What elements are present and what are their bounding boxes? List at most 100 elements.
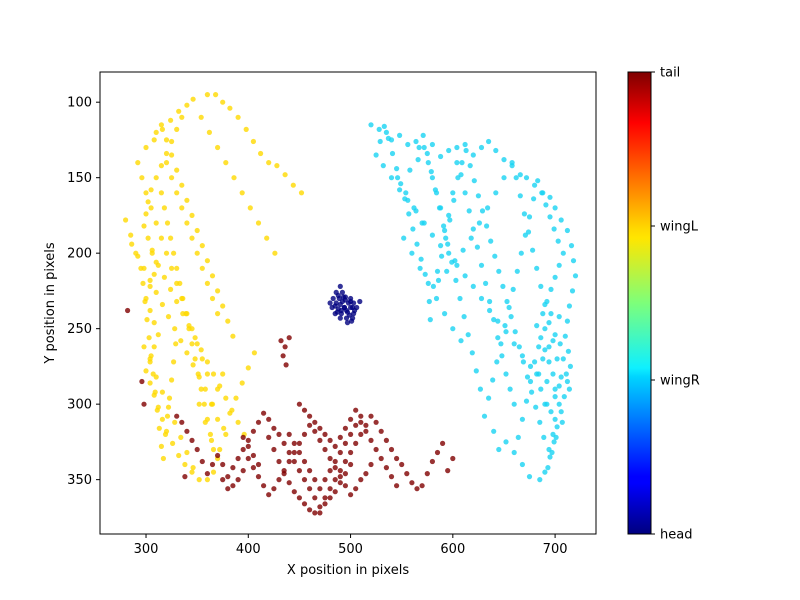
point-wingR-227 xyxy=(467,163,473,169)
point-tail-137 xyxy=(281,468,287,474)
point-wingL-85 xyxy=(144,317,150,323)
point-wingL-78 xyxy=(210,446,217,453)
point-tail-130 xyxy=(317,437,323,443)
point-wingL-194 xyxy=(221,425,227,431)
point-wingR-147 xyxy=(442,311,448,317)
point-wingL-102 xyxy=(163,137,170,143)
point-tail-86 xyxy=(240,446,246,453)
point-wingR-134 xyxy=(446,212,452,218)
point-wingL-12 xyxy=(298,190,305,196)
x-axis: 300 400 500 600 700 xyxy=(134,534,568,557)
point-wingR-215 xyxy=(516,344,522,350)
point-wingR-138 xyxy=(429,175,435,181)
point-tail-81 xyxy=(266,416,272,422)
point-wingR-224 xyxy=(479,208,486,214)
point-tail-102 xyxy=(307,413,313,419)
point-wingR-248 xyxy=(381,123,387,129)
point-wingR-39 xyxy=(554,424,560,430)
point-wingL-31 xyxy=(151,320,157,326)
point-wingR-238 xyxy=(422,271,428,277)
point-tail-133 xyxy=(301,431,308,437)
point-wingL-142 xyxy=(215,144,221,151)
point-head-35 xyxy=(338,307,344,314)
point-tail-129 xyxy=(322,446,328,453)
point-wingL-180 xyxy=(129,241,135,247)
point-wingR-139 xyxy=(425,160,431,166)
point-wingR-40 xyxy=(551,439,557,445)
point-tail-30 xyxy=(373,419,379,425)
point-tail-75 xyxy=(296,468,302,474)
point-wingL-190 xyxy=(196,401,202,407)
point-tail-28 xyxy=(363,422,369,428)
point-wingL-178 xyxy=(141,265,147,271)
point-wingR-181 xyxy=(490,377,496,383)
point-wingL-116 xyxy=(220,371,226,377)
point-wingR-93 xyxy=(444,268,450,274)
y-axis: 100 150 200 250 300 350 xyxy=(67,96,100,488)
point-tail-45 xyxy=(450,455,456,462)
point-wingR-114 xyxy=(527,378,534,385)
point-tail-108 xyxy=(337,434,343,440)
point-wingR-79 xyxy=(534,265,540,271)
point-wingL-103 xyxy=(169,152,175,158)
point-wingR-24 xyxy=(552,205,558,211)
point-tail-78 xyxy=(281,440,287,446)
point-wingL-184 xyxy=(159,389,165,395)
point-wingL-146 xyxy=(247,205,253,211)
point-tail-52 xyxy=(296,449,302,456)
point-wingL-91 xyxy=(156,425,162,431)
point-wingR-210 xyxy=(537,419,543,425)
point-wingL-14 xyxy=(179,114,185,120)
point-tail-31 xyxy=(378,428,384,434)
point-wingL-44 xyxy=(189,469,195,475)
point-wingR-161 xyxy=(548,286,554,292)
point-wingL-181 xyxy=(141,344,147,350)
point-wingL-105 xyxy=(179,182,185,188)
point-wingL-19 xyxy=(153,175,159,181)
point-wingL-58 xyxy=(204,280,210,286)
point-tail-57 xyxy=(322,477,328,483)
point-wingR-27 xyxy=(568,243,575,249)
point-wingR-220 xyxy=(496,268,502,274)
point-tail-18 xyxy=(312,510,318,516)
point-tail-14 xyxy=(291,489,297,495)
point-tail-55 xyxy=(312,477,318,483)
point-wingL-125 xyxy=(174,280,180,286)
point-wingR-72 xyxy=(552,386,558,392)
point-wingL-8 xyxy=(266,160,272,166)
point-tail-116 xyxy=(378,455,384,462)
point-wingR-163 xyxy=(556,262,562,268)
point-wingL-84 xyxy=(142,298,148,305)
point-wingR-47 xyxy=(503,439,509,445)
point-tail-19 xyxy=(317,504,323,510)
colorbar-ticks: head wingR wingL tail xyxy=(651,66,700,543)
point-wingR-50 xyxy=(373,152,379,158)
point-tail-85 xyxy=(245,437,251,443)
point-wingL-124 xyxy=(179,295,185,302)
point-wingR-41 xyxy=(547,454,553,460)
point-tail-42 xyxy=(434,449,441,456)
point-wingR-83 xyxy=(517,193,523,199)
point-tail-134 xyxy=(296,440,302,446)
point-wingR-152 xyxy=(552,394,558,400)
point-wingL-100 xyxy=(153,129,159,135)
point-tail-67 xyxy=(337,480,343,486)
point-wingL-83 xyxy=(140,280,146,286)
point-wingR-164 xyxy=(560,250,566,256)
point-wingL-48 xyxy=(217,446,223,453)
point-wingR-235 xyxy=(434,268,441,274)
point-wingL-139 xyxy=(190,96,196,102)
point-wingL-132 xyxy=(139,175,145,181)
point-wingL-41 xyxy=(170,440,176,446)
point-wingR-119 xyxy=(507,386,513,392)
point-tail-3 xyxy=(141,401,147,407)
point-wingL-4 xyxy=(235,114,241,120)
y-tick-label: 250 xyxy=(67,322,92,337)
point-wingR-244 xyxy=(398,181,404,187)
point-wingR-179 xyxy=(498,341,504,347)
point-tail-8 xyxy=(286,335,292,341)
point-wingL-75 xyxy=(201,401,207,407)
point-wingR-125 xyxy=(483,280,489,286)
point-wingR-121 xyxy=(499,353,505,359)
